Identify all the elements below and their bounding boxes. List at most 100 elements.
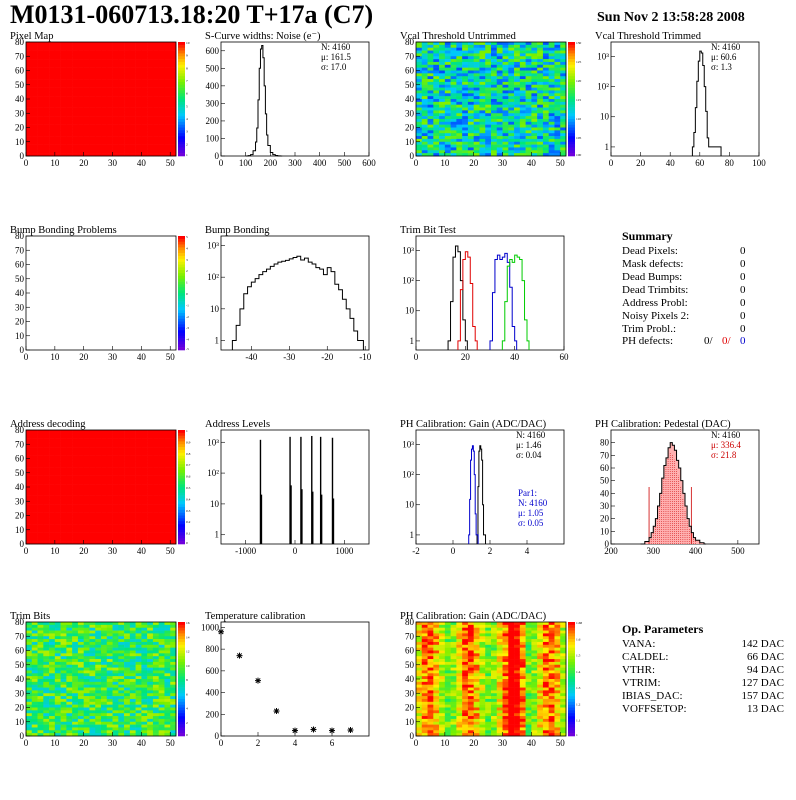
heatmap-cell (456, 96, 462, 99)
heatmap-cell (113, 722, 119, 725)
heatmap-cell (113, 631, 119, 634)
palette-step (178, 93, 185, 96)
heatmap-cell (84, 496, 90, 499)
heatmap-cell (101, 727, 107, 730)
heatmap-cell (72, 639, 78, 642)
heatmap-cell (78, 45, 84, 48)
heatmap-cell (95, 439, 101, 442)
heatmap-cell (164, 133, 170, 136)
heatmap-cell (136, 68, 142, 71)
heatmap-cell (55, 108, 61, 111)
heatmap-cell (55, 102, 61, 105)
heatmap-cell (439, 99, 445, 102)
heatmap-cell (526, 125, 532, 128)
heatmap-cell (118, 147, 124, 150)
heatmap-cell (451, 42, 457, 45)
heatmap-cell (433, 696, 439, 699)
heatmap-cell (147, 636, 153, 639)
heatmap-cell (26, 682, 32, 685)
heatmap-cell (416, 108, 422, 111)
heatmap-cell (55, 730, 61, 733)
heatmap-cell (136, 110, 142, 113)
heatmap-cell (66, 133, 72, 136)
heatmap-cell (49, 150, 55, 153)
heatmap-cell (428, 645, 434, 648)
heatmap-cell (38, 713, 44, 716)
heatmap-cell (124, 133, 130, 136)
heatmap-cell (130, 713, 136, 716)
heatmap-cell (141, 481, 147, 484)
heatmap-cell (124, 136, 130, 139)
heatmap-cell (159, 513, 165, 516)
heatmap-cell (32, 464, 38, 467)
heatmap-cell (43, 436, 49, 439)
heatmap-cell (26, 436, 32, 439)
heatmap-cell (32, 636, 38, 639)
heatmap-cell (520, 73, 526, 76)
heatmap-cell (485, 51, 491, 54)
heatmap-cell (147, 85, 153, 88)
heatmap-cell (422, 142, 428, 145)
heatmap-cell (462, 119, 468, 122)
heatmap-cell (136, 690, 142, 693)
heatmap-cell (101, 645, 107, 648)
heatmap-cell (433, 636, 439, 639)
heatmap-cell (118, 716, 124, 719)
heatmap-cell (55, 673, 61, 676)
heatmap-cell (124, 444, 130, 447)
heatmap-cell (61, 82, 67, 85)
heatmap-cell (38, 441, 44, 444)
heatmap-cell (514, 82, 520, 85)
heatmap-cell (560, 76, 566, 79)
heatmap-cell (32, 653, 38, 656)
heatmap-cell (130, 450, 136, 453)
heatmap-cell (78, 665, 84, 668)
heatmap-cell (89, 484, 95, 487)
heatmap-cell (72, 648, 78, 651)
heatmap-cell (89, 651, 95, 654)
heatmap-cell (508, 79, 514, 82)
heatmap-cell (445, 71, 451, 74)
heatmap-cell (433, 68, 439, 71)
heatmap-cell (72, 478, 78, 481)
x-tick-label: 20 (79, 352, 89, 362)
heatmap-cell (503, 139, 509, 142)
y-tick-label: 20 (15, 317, 25, 327)
heatmap-cell (113, 145, 119, 148)
heatmap-cell (113, 79, 119, 82)
heatmap-cell (32, 130, 38, 133)
heatmap-cell (49, 719, 55, 722)
heatmap-cell (55, 464, 61, 467)
heatmap-cell (462, 110, 468, 113)
heatmap-cell (136, 507, 142, 510)
heatmap-cell (147, 727, 153, 730)
heatmap-cell (422, 147, 428, 150)
heatmap-cell (26, 450, 32, 453)
heatmap-cell (43, 730, 49, 733)
y-tick-label: 10³ (207, 241, 219, 251)
heatmap-cell (55, 82, 61, 85)
heatmap-cell (141, 507, 147, 510)
heatmap-cell (479, 96, 485, 99)
heatmap-cell (38, 136, 44, 139)
heatmap-cell (503, 88, 509, 91)
stats-line: σ: 1.3 (711, 62, 732, 72)
heatmap-cell (38, 538, 44, 541)
heatmap-cell (549, 136, 555, 139)
heatmap-cell (55, 447, 61, 450)
heatmap-cell (84, 82, 90, 85)
heatmap-cell (422, 679, 428, 682)
heatmap-cell (468, 108, 474, 111)
heatmap-cell (55, 521, 61, 524)
heatmap-cell (43, 682, 49, 685)
heatmap-cell (113, 116, 119, 119)
heatmap-cell (526, 45, 532, 48)
heatmap-cell (118, 510, 124, 513)
heatmap-cell (130, 516, 136, 519)
heatmap-cell (43, 659, 49, 662)
heatmap-cell (508, 56, 514, 59)
heatmap-cell (141, 518, 147, 521)
heatmap-cell (101, 478, 107, 481)
heatmap-cell (101, 113, 107, 116)
